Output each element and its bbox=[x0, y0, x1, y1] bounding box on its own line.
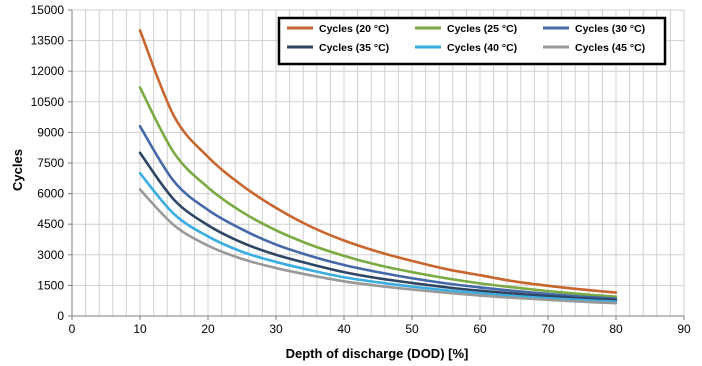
legend: Cycles (20 °C) Cycles (25 °C) Cycles (30 °… bbox=[277, 16, 667, 66]
x-axis-title: Depth of discharge (DOD) [%] bbox=[286, 346, 469, 361]
x-tick-label: 50 bbox=[405, 322, 419, 336]
legend-label: Cycles (40 °C) bbox=[447, 42, 517, 54]
x-tick-label: 0 bbox=[69, 322, 76, 336]
series-lines bbox=[138, 29, 618, 305]
x-tick-label: 80 bbox=[609, 322, 623, 336]
x-tick-label: 20 bbox=[201, 322, 215, 336]
y-tick-label: 1500 bbox=[37, 278, 64, 292]
y-tick-label: 13500 bbox=[31, 34, 65, 48]
y-tick-label: 3000 bbox=[37, 248, 64, 262]
axis-labels: Depth of discharge (DOD) [%] Cycles bbox=[10, 149, 468, 361]
series-line-5 bbox=[138, 171, 618, 304]
y-tick-label: 7500 bbox=[37, 156, 64, 170]
y-tick-label: 9000 bbox=[37, 125, 64, 139]
y-tick-label: 6000 bbox=[37, 187, 64, 201]
x-tick-label: 90 bbox=[677, 322, 691, 336]
x-tick-label: 10 bbox=[133, 322, 147, 336]
y-tick-label: 15000 bbox=[31, 3, 65, 17]
axes: 0 10 20 30 40 50 60 70 80 90 0 1500 3000 4500 6000 7500… bbox=[31, 3, 691, 336]
legend-box bbox=[277, 16, 667, 66]
y-tick-label: 0 bbox=[57, 309, 64, 323]
x-tick-label: 60 bbox=[473, 322, 487, 336]
legend-label: Cycles (45 °C) bbox=[575, 42, 645, 54]
series-line-3 bbox=[138, 124, 618, 300]
y-tick-label: 4500 bbox=[37, 217, 64, 231]
x-tick-label: 30 bbox=[269, 322, 283, 336]
x-tick-label: 40 bbox=[337, 322, 351, 336]
legend-label: Cycles (25 °C) bbox=[447, 23, 517, 35]
series-line-2 bbox=[138, 86, 618, 298]
legend-label: Cycles (20 °C) bbox=[319, 23, 389, 35]
series-line-1 bbox=[138, 29, 618, 294]
legend-label: Cycles (30 °C) bbox=[575, 23, 645, 35]
legend-label: Cycles (35 °C) bbox=[319, 42, 389, 54]
series-line-6 bbox=[138, 188, 618, 305]
y-axis-title: Cycles bbox=[10, 149, 25, 191]
y-tick-label: 12000 bbox=[31, 64, 65, 78]
series-line-4 bbox=[138, 151, 618, 302]
x-tick-label: 70 bbox=[541, 322, 555, 336]
y-tick-label: 10500 bbox=[31, 95, 65, 109]
